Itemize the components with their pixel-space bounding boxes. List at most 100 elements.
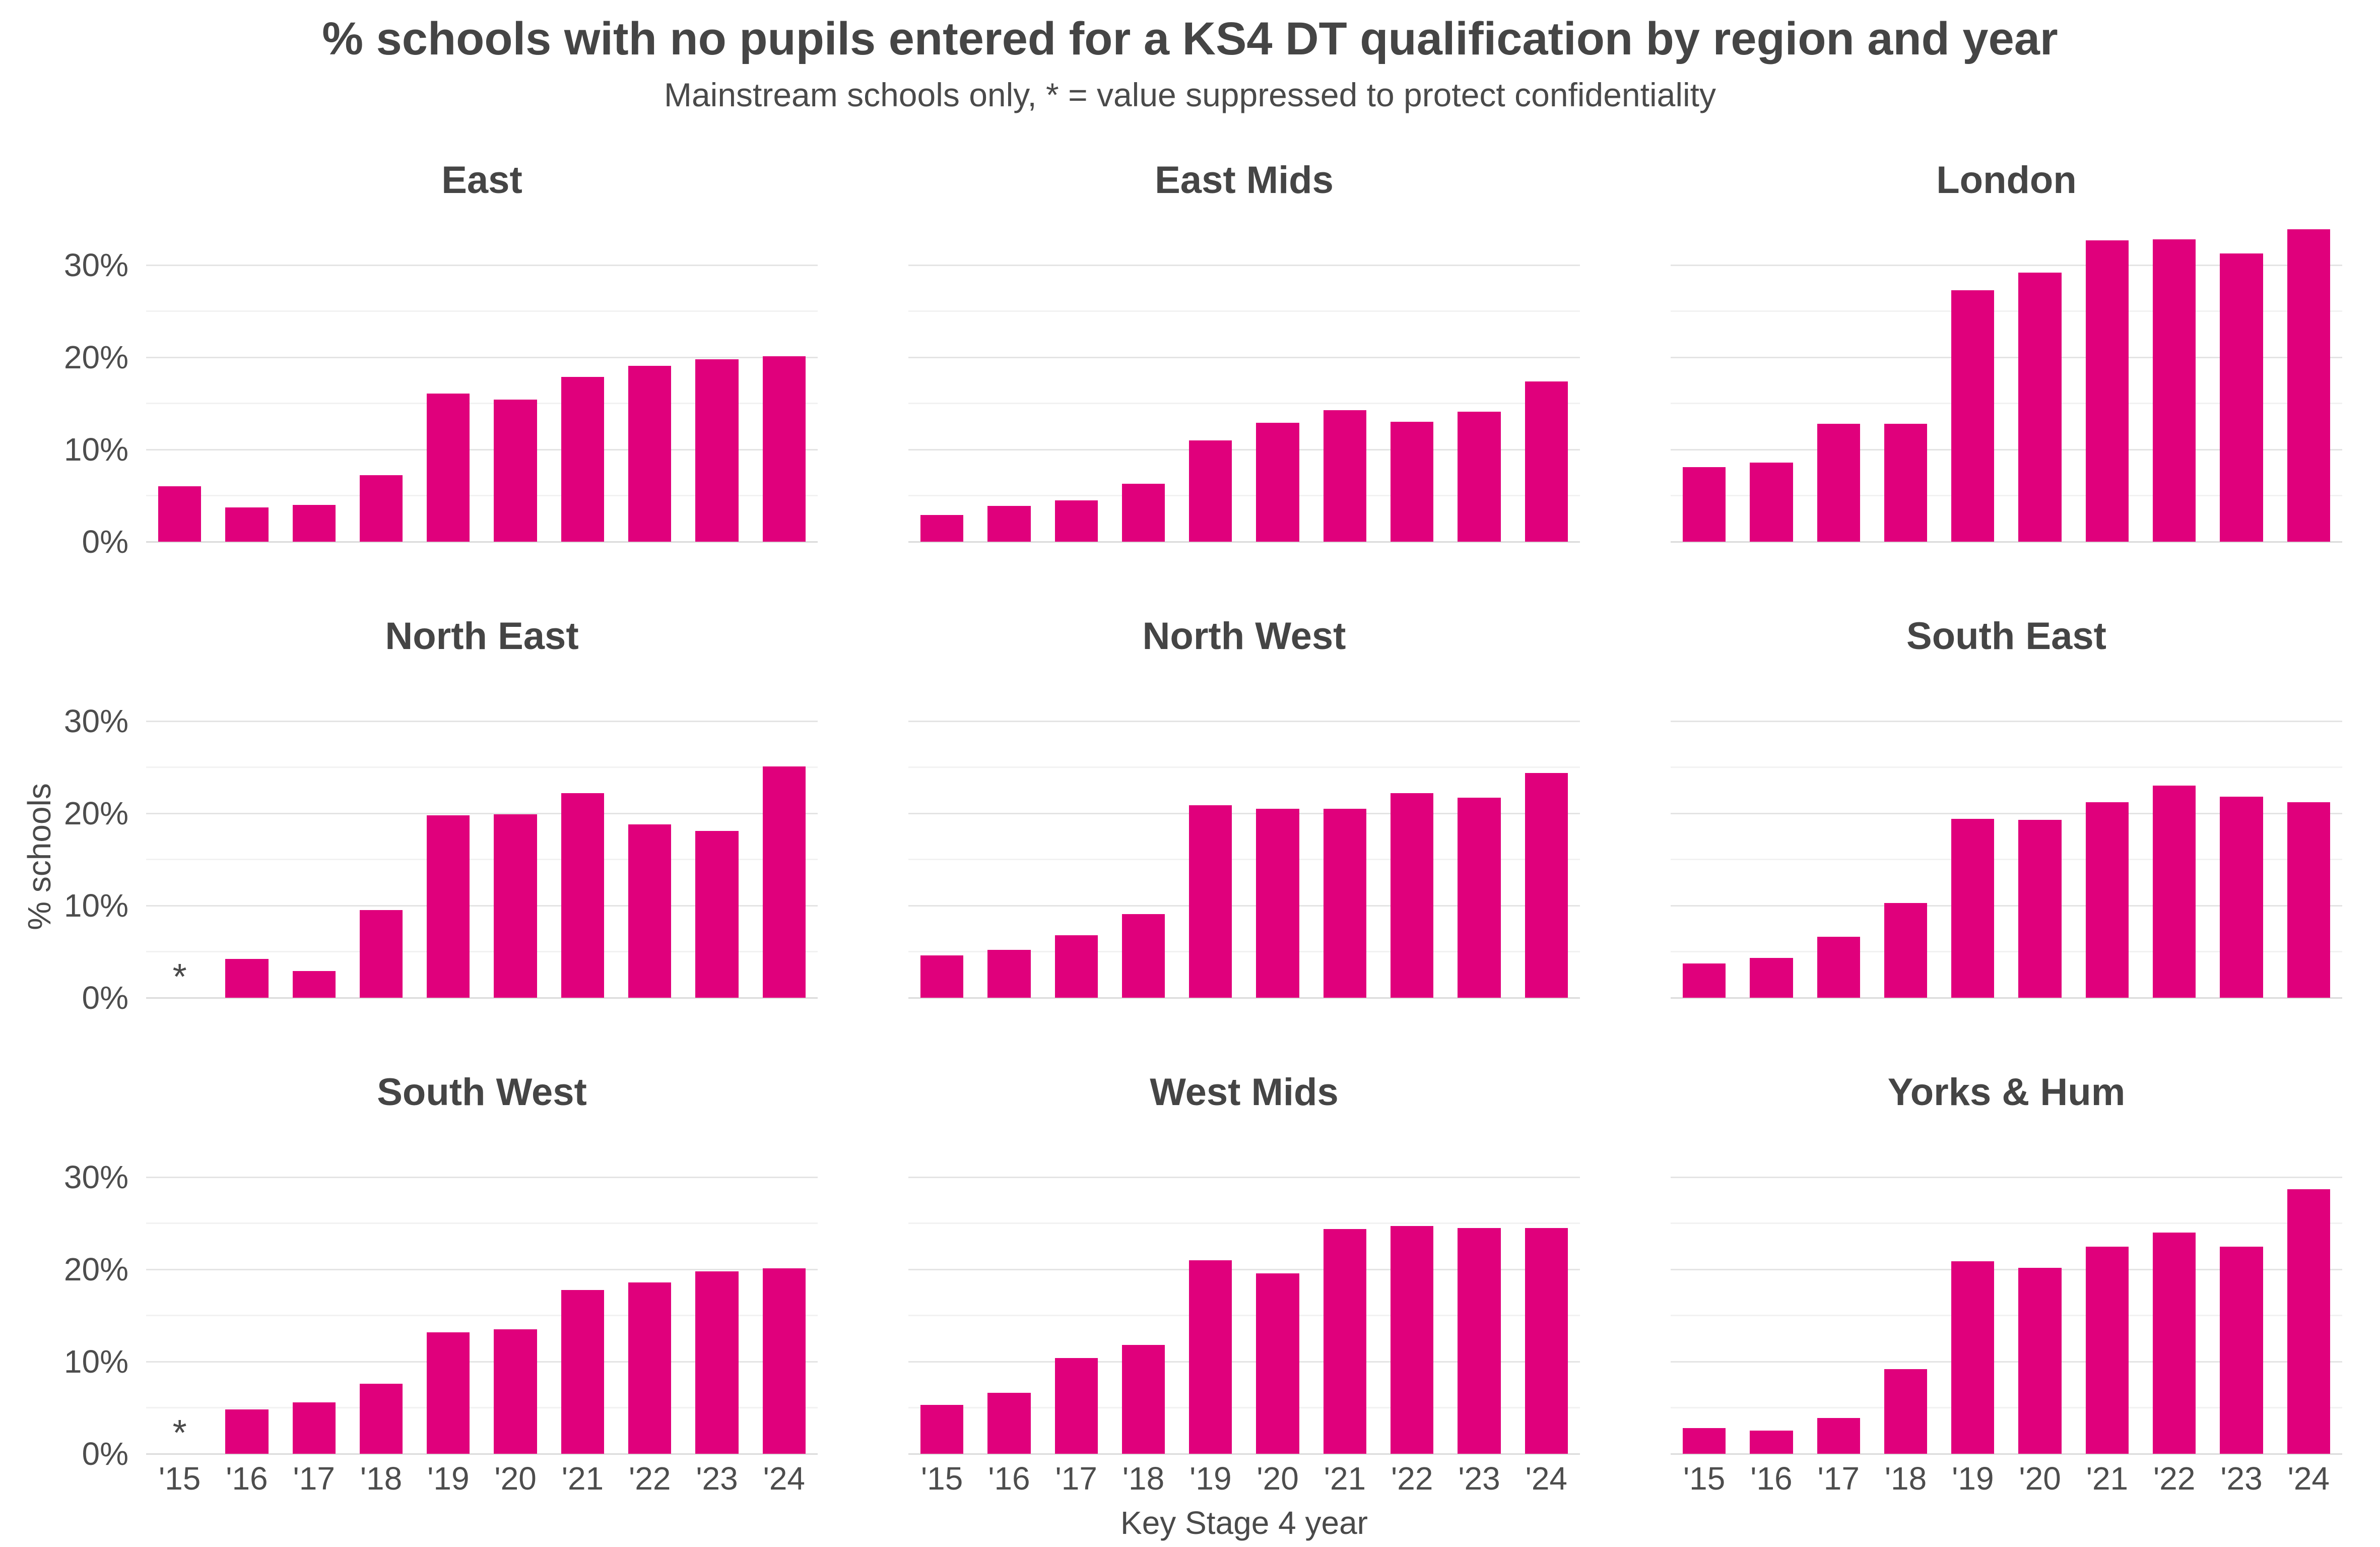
bar-east-24 — [762, 356, 806, 542]
bar-north-east-20 — [494, 814, 537, 998]
axis-baseline — [146, 997, 818, 999]
bar-london-18 — [1884, 423, 1928, 542]
x-tick-23: '23 — [2220, 1460, 2263, 1497]
bar-slot-18 — [348, 219, 415, 542]
bar-west-mids-17 — [1054, 1358, 1098, 1454]
gridline-5 — [1671, 1407, 2342, 1409]
bar-north-east-19 — [427, 815, 470, 998]
x-tick-17: '17 — [293, 1460, 335, 1497]
bar-yorks-hum-20 — [2018, 1267, 2062, 1454]
bar-slot-19 — [1177, 675, 1244, 998]
bar-slot-24 — [2275, 675, 2342, 998]
gridline-30 — [908, 264, 1580, 266]
gridline-25 — [1671, 766, 2342, 768]
bar-slot-15 — [908, 219, 975, 542]
x-tick-24: '24 — [2287, 1460, 2330, 1497]
x-tick-15: '15 — [1683, 1460, 1726, 1497]
bar-slot-18 — [1872, 1131, 1939, 1454]
bars-west-mids — [908, 1131, 1580, 1454]
gridline-25 — [146, 1222, 818, 1224]
bar-slot-24 — [1513, 1131, 1580, 1454]
chart-subtitle: Mainstream schools only, * = value suppr… — [664, 76, 1716, 113]
gridline-20 — [146, 356, 818, 358]
bar-slot-23 — [683, 675, 750, 998]
bar-east-20 — [494, 400, 537, 542]
bar-london-23 — [2220, 253, 2263, 542]
bar-slot-19 — [1177, 1131, 1244, 1454]
x-tick-19: '19 — [1952, 1460, 1994, 1497]
y-tick-30: 30% — [63, 247, 128, 284]
bar-slot-22 — [2141, 219, 2208, 542]
bar-south-east-22 — [2153, 786, 2196, 998]
bar-slot-19 — [1939, 1131, 2006, 1454]
bar-south-east-24 — [2287, 802, 2330, 998]
gridline-10 — [908, 448, 1580, 450]
bar-south-east-18 — [1884, 903, 1928, 998]
bars-south-east — [1671, 675, 2342, 998]
bar-yorks-hum-24 — [2287, 1189, 2330, 1454]
bar-slot-20 — [1244, 219, 1311, 542]
bars-yorks-hum — [1671, 1131, 2342, 1454]
gridline-10 — [146, 905, 818, 907]
bar-north-west-24 — [1525, 772, 1568, 998]
bar-east-mids-23 — [1458, 412, 1501, 542]
axis-baseline — [1671, 541, 2342, 543]
y-tick-30: 30% — [63, 703, 128, 740]
bar-slot-23 — [2208, 1131, 2275, 1454]
bar-slot-19 — [1177, 219, 1244, 542]
bar-slot-18 — [1110, 675, 1177, 998]
bar-slot-21 — [2074, 675, 2141, 998]
bar-slot-20 — [2006, 1131, 2073, 1454]
x-tick-20: '20 — [2019, 1460, 2061, 1497]
gridline-20 — [908, 1268, 1580, 1270]
bar-slot-16 — [975, 1131, 1042, 1454]
bar-slot-21 — [549, 675, 616, 998]
bars-london — [1671, 219, 2342, 542]
gridline-25 — [1671, 310, 2342, 312]
facet-title-east: East — [441, 159, 522, 202]
bar-slot-22 — [1378, 675, 1445, 998]
bar-north-west-19 — [1189, 805, 1232, 998]
bar-north-east-24 — [762, 766, 806, 998]
x-tick-22: '22 — [629, 1460, 671, 1497]
bar-slot-18 — [348, 1131, 415, 1454]
facet-north-east: North East * 0% 10% 20% 30% — [64, 602, 818, 1016]
bar-west-mids-24 — [1525, 1228, 1568, 1454]
facet-north-west: North West — [908, 602, 1580, 999]
y-tick-20: 20% — [63, 795, 128, 832]
x-tick-17: '17 — [1055, 1460, 1097, 1497]
bar-slot-23 — [2208, 675, 2275, 998]
gridline-25 — [146, 310, 818, 312]
x-tick-18: '18 — [1122, 1460, 1165, 1497]
bar-yorks-hum-17 — [1817, 1417, 1860, 1454]
bar-slot-19 — [1939, 675, 2006, 998]
gridline-20 — [146, 812, 818, 814]
facet-title-yorks-hum: Yorks & Hum — [1887, 1071, 2126, 1114]
bar-south-west-19 — [427, 1332, 470, 1454]
bar-london-20 — [2018, 273, 2062, 542]
axis-baseline — [908, 997, 1580, 999]
axis-baseline — [146, 541, 818, 543]
bar-slot-23 — [1445, 1131, 1512, 1454]
bar-east-19 — [427, 393, 470, 542]
x-tick-21: '21 — [2086, 1460, 2129, 1497]
bar-slot-17 — [1805, 219, 1872, 542]
bar-north-west-17 — [1054, 935, 1098, 998]
gridline-5 — [908, 495, 1580, 497]
x-tick-19: '19 — [427, 1460, 470, 1497]
x-tick-19: '19 — [1189, 1460, 1232, 1497]
bar-south-east-19 — [1951, 819, 1995, 998]
axis-baseline — [146, 1453, 818, 1455]
bar-slot-17 — [1043, 1131, 1110, 1454]
bar-slot-16 — [213, 1131, 280, 1454]
bar-slot-21 — [549, 1131, 616, 1454]
axis-baseline — [1671, 1453, 2342, 1455]
plot-area-south-west: * 0% 10% 20% 30% '15'16'17'18'19'20'21'22'23 '… — [64, 1131, 818, 1497]
bar-south-west-21 — [561, 1290, 605, 1454]
gridline-20 — [1671, 812, 2342, 814]
bar-north-west-23 — [1458, 798, 1501, 998]
gridline-25 — [1671, 1222, 2342, 1224]
y-tick-0: 0% — [82, 524, 129, 560]
plot-area-east: 0% 10% 20% 30% — [64, 219, 818, 560]
